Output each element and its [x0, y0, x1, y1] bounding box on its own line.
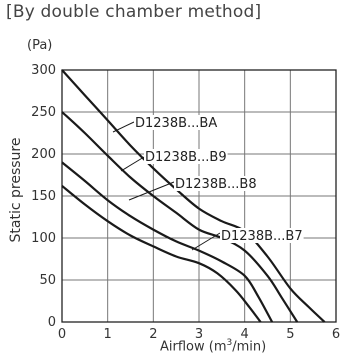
y-tick-label-4: 200: [31, 147, 56, 162]
series-label-bg-2: [174, 176, 258, 191]
series-line-2: [61, 161, 274, 323]
series-label-bg-3: [220, 228, 304, 243]
x-tick-label-4: 4: [241, 327, 249, 342]
series-leader-3: [191, 232, 221, 251]
y-unit-label: (Pa): [27, 38, 53, 53]
y-tick-label-6: 300: [31, 63, 56, 78]
series-leader-2: [128, 181, 175, 201]
x-tick-label-3: 3: [195, 327, 203, 342]
x-axis-label: Airflow (m3/min): [160, 338, 266, 354]
x-axis-label-post: /min): [232, 339, 267, 355]
x-tick-label-0: 0: [58, 327, 66, 342]
series-leader-1: [120, 156, 145, 172]
series-line-1: [61, 111, 299, 323]
x-tick-label-2: 2: [149, 327, 157, 342]
series-label-3: D1238B...B7: [221, 229, 303, 244]
series-label-bg-1: [144, 149, 228, 164]
series-label-1: D1238B...B9: [145, 150, 227, 165]
y-tick-label-5: 250: [31, 105, 56, 120]
series-label-bg-0: [134, 115, 219, 130]
y-tick-label-1: 50: [39, 273, 56, 288]
y-tick-label-0: 0: [48, 315, 56, 330]
y-tick-label-3: 150: [31, 189, 56, 204]
plot-frame: [61, 69, 337, 323]
x-axis-label-sup: 3: [226, 338, 233, 348]
series-line-3: [61, 185, 262, 323]
series-line-0: [61, 69, 326, 323]
x-tick-label-1: 1: [104, 327, 112, 342]
series-label-2: D1238B...B8: [175, 177, 257, 192]
y-tick-label-2: 100: [31, 231, 56, 246]
x-tick-label-6: 6: [332, 327, 340, 342]
chart-title: [By double chamber method]: [6, 2, 262, 22]
x-tick-label-5: 5: [286, 327, 294, 342]
x-axis-label-pre: Airflow (m: [160, 339, 227, 355]
series-label-0: D1238B...BA: [135, 116, 217, 131]
series-leader-0: [112, 121, 135, 133]
